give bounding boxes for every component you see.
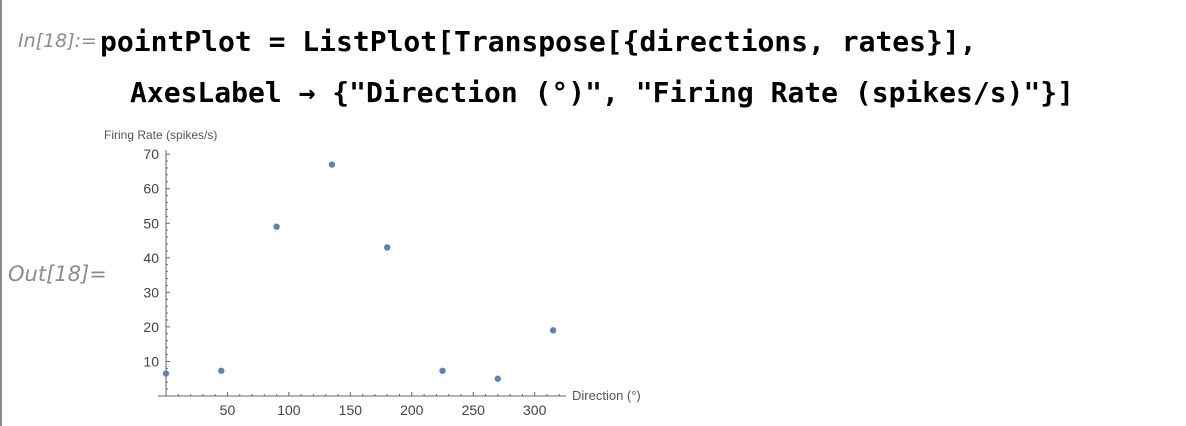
y-tick-label: 10 <box>143 353 159 369</box>
x-tick-label: 50 <box>220 402 236 418</box>
plot-axes <box>158 150 566 397</box>
y-tick-label: 70 <box>143 146 159 162</box>
data-point <box>494 375 502 382</box>
data-point <box>218 367 225 374</box>
data-point <box>439 367 446 374</box>
data-point <box>273 223 280 230</box>
x-tick-label: 150 <box>339 402 363 418</box>
cell-bracket <box>0 0 2 426</box>
output-cell-label: Out[18]= <box>8 262 107 286</box>
y-tick-label: 50 <box>143 215 159 231</box>
x-tick-label: 300 <box>523 402 547 418</box>
y-tick-label: 20 <box>143 319 159 335</box>
input-cell-label: In[18]:= <box>18 30 97 52</box>
plot-points <box>162 161 557 382</box>
x-tick-label: 200 <box>400 402 424 418</box>
x-tick-label: 100 <box>277 402 301 418</box>
y-tick-label: 30 <box>143 284 159 300</box>
y-axis-label: Firing Rate (spikes/s) <box>104 128 217 142</box>
data-point <box>549 327 557 334</box>
input-code-line-1[interactable]: pointPlot = ListPlot[Transpose[{directio… <box>100 25 977 58</box>
input-code-line-2[interactable]: AxesLabel → {"Direction (°)", "Firing Ra… <box>130 76 1075 109</box>
data-point <box>328 161 336 168</box>
data-point <box>162 370 170 377</box>
x-axis-label: Direction (°) <box>572 388 641 403</box>
plot-ticks: 50 100 150 200 250 300 10 20 30 40 50 60 70 <box>143 146 560 418</box>
x-tick-label: 250 <box>462 402 486 418</box>
y-tick-label: 60 <box>143 181 159 197</box>
y-tick-label: 40 <box>143 250 159 266</box>
data-point <box>384 244 391 251</box>
